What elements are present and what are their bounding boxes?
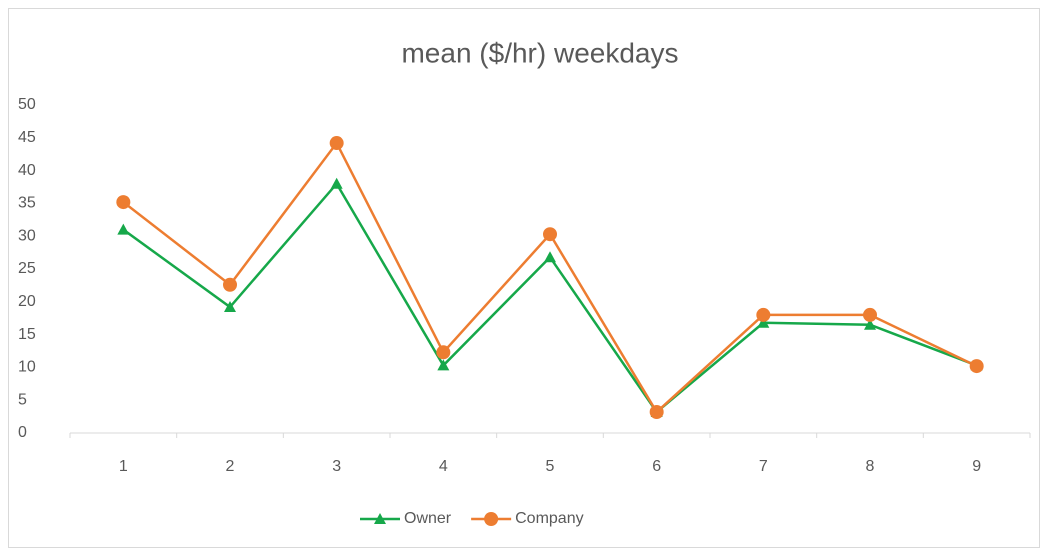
y-tick-label: 5 xyxy=(18,391,27,408)
x-tick-label: 2 xyxy=(226,458,235,475)
y-tick-label: 15 xyxy=(18,326,36,343)
data-point xyxy=(863,307,877,322)
x-tick-label: 4 xyxy=(439,458,448,475)
data-point xyxy=(223,277,237,292)
data-point xyxy=(116,195,131,210)
data-point xyxy=(329,136,344,151)
x-tick-label: 5 xyxy=(546,458,555,475)
legend-marker xyxy=(484,512,499,526)
data-point xyxy=(649,405,664,420)
y-tick-label: 10 xyxy=(18,359,36,376)
data-point xyxy=(543,227,557,242)
y-tick-label: 35 xyxy=(18,195,36,212)
y-tick-label: 40 xyxy=(18,162,36,179)
y-tick-label: 50 xyxy=(18,96,36,113)
y-tick-label: 45 xyxy=(18,129,36,146)
x-tick-label: 7 xyxy=(759,458,768,475)
x-tick-label: 6 xyxy=(652,458,661,475)
x-tick-label: 9 xyxy=(972,458,981,475)
y-tick-label: 25 xyxy=(18,260,36,277)
x-tick-label: 8 xyxy=(866,458,875,475)
data-point xyxy=(757,316,770,328)
y-tick-label: 20 xyxy=(18,293,36,310)
y-tick-label: 0 xyxy=(18,424,27,441)
data-point xyxy=(437,359,450,371)
data-point xyxy=(117,223,130,235)
chart-title: mean ($/hr) weekdays xyxy=(401,37,678,68)
chart-border xyxy=(8,8,1040,548)
data-point xyxy=(969,359,984,374)
data-point xyxy=(544,251,556,263)
x-tick-label: 3 xyxy=(332,458,341,475)
data-point xyxy=(864,318,876,330)
data-point xyxy=(224,301,236,313)
data-point xyxy=(756,307,771,322)
y-tick-label: 30 xyxy=(18,227,36,244)
legend-label: Company xyxy=(515,510,583,527)
data-point xyxy=(330,177,343,189)
legend-marker xyxy=(374,513,386,524)
data-point xyxy=(436,345,451,360)
legend-label: Owner xyxy=(404,510,452,527)
x-tick-label: 1 xyxy=(119,458,128,475)
